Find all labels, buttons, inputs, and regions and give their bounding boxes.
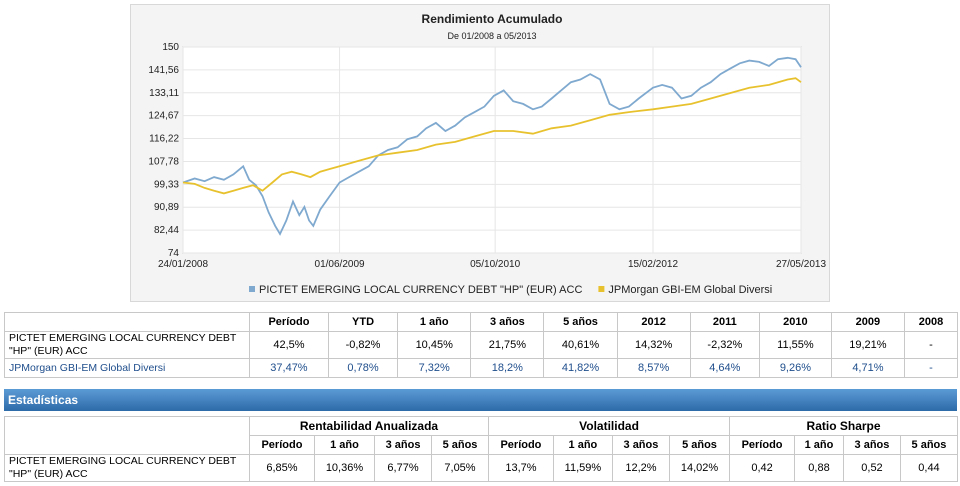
stats-value: 12,2% [611,454,670,482]
return-value: - [903,331,959,359]
plot-area [182,46,802,254]
returns-header-cell: 2012 [616,312,691,332]
return-value: 40,61% [543,331,618,359]
stats-subheader-cell: 5 años [899,435,959,455]
stats-table: Rentabilidad Anualizada Volatilidad Ratio … [4,416,959,482]
stats-value: 0,44 [899,454,959,482]
return-value: 19,21% [830,331,905,359]
returns-header-cell: 2011 [689,312,760,332]
stats-subheader-cell: 5 años [431,435,489,455]
stats-value: 14,02% [668,454,731,482]
stats-row: PICTET EMERGING LOCAL CURRENCY DEBT "HP"… [4,454,959,482]
x-tick-label: 01/06/2009 [315,259,365,270]
return-value: -2,32% [689,331,760,359]
return-value: 4,64% [689,358,760,378]
returns-header-cell: YTD [327,312,399,332]
y-tick-label: 150 [162,42,179,53]
return-value: 37,47% [249,358,329,378]
return-value: 11,55% [758,331,832,359]
return-value: 42,5% [249,331,329,359]
stats-value: 6,77% [374,454,433,482]
chart-subtitle: De 01/2008 a 05/2013 [447,31,536,41]
stats-subheader-row: Período 1 año 3 años 5 años Período 1 año 3 añ… [5,435,959,455]
stats-subheader-cell: Período [729,435,795,455]
stats-value: 13,7% [487,454,554,482]
returns-header-cell: 5 años [543,312,618,332]
returns-table: Período YTD 1 año 3 años 5 años 2012 2011 2010 2… [4,312,959,378]
y-tick-label: 133,11 [149,88,179,99]
stats-subheader-cell: 1 año [552,435,613,455]
return-value: 18,2% [470,358,545,378]
series-line-1 [182,56,802,236]
returns-header-cell: 1 año [397,312,472,332]
returns-header-blank [4,312,250,332]
returns-header-row: Período YTD 1 año 3 años 5 años 2012 2011 2010 2… [4,312,959,332]
returns-header-cell: 2008 [903,312,959,332]
y-tick-label: 74 [168,248,180,259]
stats-subheader-cell: 3 años [374,435,433,455]
stats-value: 6,85% [249,454,315,482]
legend-label-1: PICTET EMERGING LOCAL CURRENCY DEBT "HP"… [259,284,582,296]
returns-header-cell: 3 años [470,312,545,332]
y-tick-label: 141,56 [148,65,179,76]
returns-row: JPMorgan GBI-EM Global Diversi 37,47% 0,78… [4,358,959,378]
legend-swatch-1 [249,286,255,292]
return-value: 14,32% [616,331,691,359]
x-tick-label: 27/05/2013 [776,259,826,270]
stats-subheader-cell: 5 años [668,435,731,455]
stats-subheader-cell: Período [487,435,554,455]
stats-section-header: Estadísticas [4,389,957,411]
stats-value: 0,88 [793,454,845,482]
stats-header-blank [4,416,250,455]
stats-value: 10,36% [313,454,376,482]
y-tick-label: 107,78 [148,156,179,167]
return-value: 41,82% [543,358,618,378]
return-value: 0,78% [327,358,399,378]
y-tick-label: 124,67 [148,111,179,122]
stats-subheader-cell: 3 años [611,435,670,455]
stats-subheader-cell: 3 años [843,435,901,455]
returns-header-cell: Período [249,312,329,332]
stats-subheader-cell: 1 año [793,435,845,455]
fund-name[interactable]: JPMorgan GBI-EM Global Diversi [4,358,250,378]
stats-group-header: Volatilidad [487,416,731,436]
stats-group-row: Rentabilidad Anualizada Volatilidad Ratio … [4,416,958,455]
stats-subheader-cell: Período [249,435,315,455]
return-value: 8,57% [616,358,691,378]
return-value: - [903,358,959,378]
return-value: 10,45% [397,331,472,359]
series-line-2 [182,77,802,195]
stats-subheader-cell: 1 año [313,435,376,455]
fund-name: PICTET EMERGING LOCAL CURRENCY DEBT "HP"… [4,331,250,359]
line-chart: Rendimiento Acumulado De 01/2008 a 05/20… [148,12,826,296]
chart-title: Rendimiento Acumulado [422,12,563,26]
stats-value: 0,52 [843,454,901,482]
stats-value: 11,59% [552,454,613,482]
stats-value: 7,05% [431,454,489,482]
return-value: 4,71% [830,358,905,378]
legend-label-2: JPMorgan GBI-EM Global Diversi [608,284,772,296]
y-tick-label: 90,89 [154,202,179,213]
y-tick-label: 99,33 [154,179,179,190]
returns-header-cell: 2010 [758,312,832,332]
y-tick-label: 82,44 [154,225,179,236]
stats-value: 0,42 [729,454,795,482]
stats-group-header: Rentabilidad Anualizada [249,416,489,436]
fund-name: PICTET EMERGING LOCAL CURRENCY DEBT "HP"… [4,454,250,482]
return-value: 21,75% [470,331,545,359]
returns-row: PICTET EMERGING LOCAL CURRENCY DEBT "HP"… [4,331,959,359]
chart-panel: Rendimiento Acumulado De 01/2008 a 05/20… [130,4,830,302]
legend-swatch-2 [598,286,605,292]
stats-group-header: Ratio Sharpe [729,416,958,436]
return-value: -0,82% [327,331,399,359]
return-value: 7,32% [397,358,472,378]
y-tick-label: 116,22 [149,134,179,145]
return-value: 9,26% [758,358,832,378]
returns-header-cell: 2009 [830,312,905,332]
x-tick-label: 05/10/2010 [470,259,520,270]
x-tick-label: 24/01/2008 [158,259,208,270]
x-tick-label: 15/02/2012 [628,259,678,270]
